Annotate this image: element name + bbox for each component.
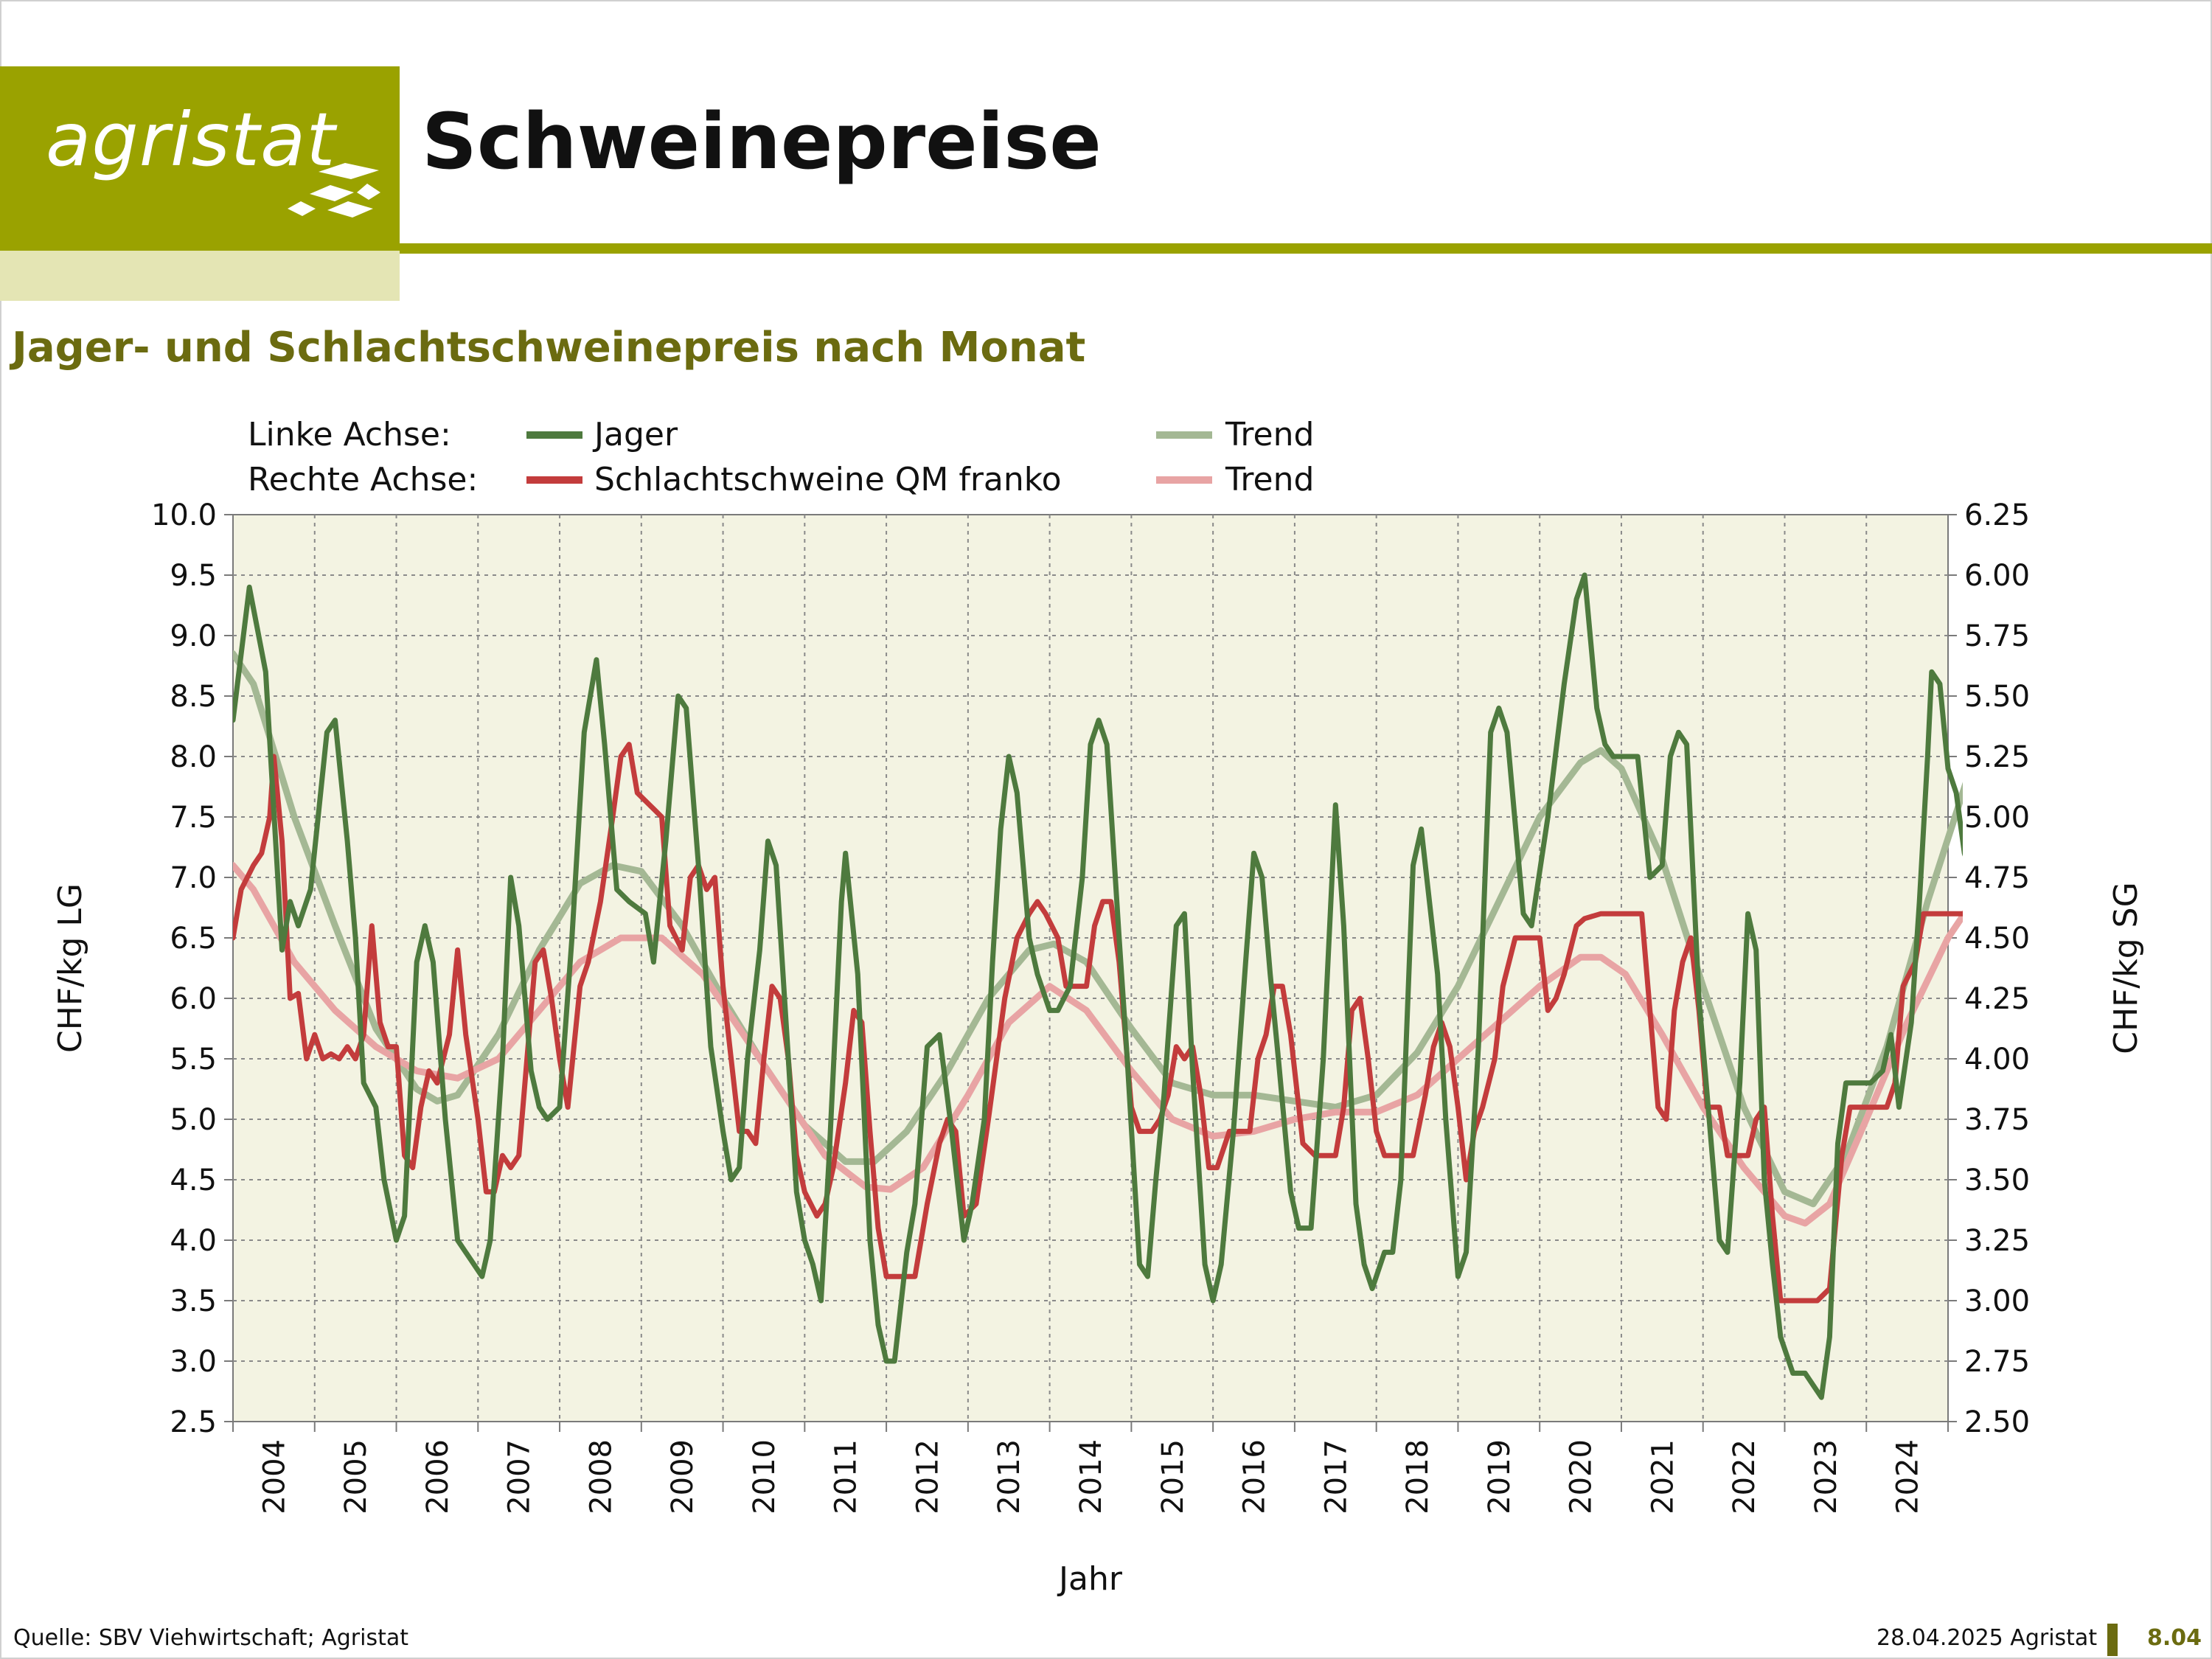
y-left-tick-label: 3.5: [170, 1284, 217, 1318]
source-note: Quelle: SBV Viehwirtschaft; Agristat: [13, 1625, 408, 1651]
y-right-tick-label: 5.75: [1964, 619, 2030, 653]
series-jager-line: [233, 572, 1963, 1400]
x-tick-label: 2004: [257, 1439, 291, 1514]
x-tick-label: 2024: [1891, 1439, 1925, 1514]
x-tick-label: 2022: [1728, 1439, 1761, 1514]
y-right-tick-label: 3.50: [1964, 1164, 2030, 1197]
logo-diamond-icon: [288, 163, 380, 218]
y-left-tick-label: 9.5: [170, 559, 217, 593]
y-left-tick-label: 7.0: [170, 861, 217, 895]
legend-label-schlachtschweine: Schlachtschweine QM franko: [594, 461, 1062, 498]
x-tick-label: 2012: [911, 1439, 945, 1514]
price-chart: 10.0 9.5 9.0 8.5 8.0 7.5 7.0 6.5 6.0 5.5 5.0 4.5 4.0…: [52, 416, 2145, 1598]
y-left-tick-label: 3.0: [170, 1345, 217, 1379]
x-tick-label: 2005: [339, 1439, 373, 1514]
x-tick-label: 2015: [1156, 1439, 1190, 1514]
y-right-tick-label: 6.25: [1964, 498, 2030, 532]
logo-panel: [0, 66, 400, 251]
legend: Linke Achse: Rechte Achse: Jager Trend S…: [248, 416, 1314, 498]
y-right-tick-label: 4.00: [1964, 1043, 2030, 1077]
y-left-tick-label: 9.0: [170, 619, 217, 653]
page-number: 8.04: [2147, 1625, 2202, 1651]
y-right-tick-label: 6.00: [1964, 559, 2030, 593]
header-rule: [400, 243, 2212, 254]
chart-title: Jager- und Schlachtschweinepreis nach Mo…: [12, 324, 1086, 372]
x-axis-title: Jahr: [1057, 1560, 1123, 1598]
y-left-tick-label: 5.0: [170, 1103, 217, 1137]
y-left-tick-label: 6.0: [170, 982, 217, 1016]
x-tick-label: 2008: [584, 1439, 618, 1514]
y-left-tick-label: 10.0: [151, 498, 217, 532]
series-jager-trend-line: [233, 650, 1963, 1208]
legend-label-jager: Jager: [592, 416, 678, 453]
x-tick-label: 2014: [1074, 1439, 1108, 1514]
x-tick-label: 2020: [1565, 1439, 1599, 1514]
logo-underlay: [0, 251, 400, 301]
axis-ticks: 10.0 9.5 9.0 8.5 8.0 7.5 7.0 6.5 6.0 5.5 5.0 4.5 4.0…: [151, 498, 2030, 1514]
page-title: Schweinepreise: [422, 97, 1102, 187]
y-right-tick-label: 5.00: [1964, 801, 2030, 835]
footer-divider: [2107, 1624, 2118, 1656]
y-left-tick-label: 4.0: [170, 1224, 217, 1258]
logo-wordmark: agristat: [46, 97, 336, 183]
x-tick-label: 2016: [1238, 1439, 1272, 1514]
y-right-tick-label: 3.00: [1964, 1284, 2030, 1318]
x-tick-label: 2010: [748, 1439, 782, 1514]
legend-label-jager-trend: Trend: [1225, 416, 1314, 453]
y-left-tick-label: 2.5: [170, 1405, 217, 1439]
y-right-tick-label: 2.50: [1964, 1405, 2030, 1439]
y-right-tick-label: 2.75: [1964, 1345, 2030, 1379]
x-tick-label: 2006: [421, 1439, 455, 1514]
y-left-tick-label: 6.5: [170, 922, 217, 956]
y-right-tick-label: 3.75: [1964, 1103, 2030, 1137]
y-right-tick-label: 4.75: [1964, 861, 2030, 895]
y-left-tick-label: 7.5: [170, 801, 217, 835]
x-tick-label: 2013: [992, 1439, 1026, 1514]
y-right-tick-label: 5.50: [1964, 680, 2030, 714]
x-tick-label: 2023: [1809, 1439, 1843, 1514]
y-right-tick-label: 4.25: [1964, 982, 2030, 1016]
x-tick-label: 2018: [1401, 1439, 1435, 1514]
x-tick-label: 2009: [666, 1439, 700, 1514]
y-axis-right-title: CHF/kg SG: [2107, 882, 2145, 1054]
grid-lines: [233, 515, 1948, 1422]
y-right-tick-label: 3.25: [1964, 1224, 2030, 1258]
series-layer: [233, 572, 1963, 1400]
y-left-tick-label: 8.5: [170, 680, 217, 714]
y-left-tick-label: 8.0: [170, 740, 217, 774]
y-left-tick-label: 5.5: [170, 1043, 217, 1077]
y-axis-left-title: CHF/kg LG: [52, 883, 89, 1053]
legend-label-schlachtschweine-trend: Trend: [1225, 461, 1314, 498]
x-tick-label: 2007: [503, 1439, 537, 1514]
footer-date: 28.04.2025 Agristat: [1877, 1625, 2098, 1651]
y-left-tick-label: 4.5: [170, 1164, 217, 1197]
x-tick-label: 2017: [1319, 1439, 1353, 1514]
legend-right-axis-label: Rechte Achse:: [248, 461, 478, 498]
x-tick-label: 2019: [1483, 1439, 1517, 1514]
y-right-tick-label: 4.50: [1964, 922, 2030, 956]
y-right-tick-label: 5.25: [1964, 740, 2030, 774]
x-tick-label: 2021: [1646, 1439, 1680, 1514]
legend-left-axis-label: Linke Achse:: [248, 416, 451, 453]
x-tick-label: 2011: [830, 1439, 863, 1514]
